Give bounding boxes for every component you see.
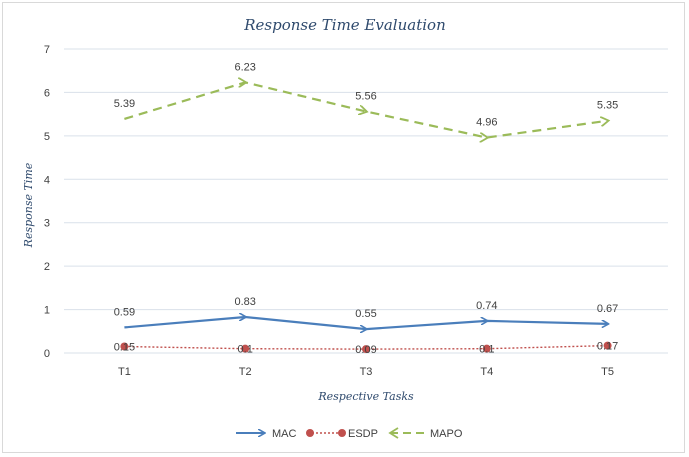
legend-item-mapo: MAPO [388,427,463,440]
data-label-esdp: 0.1 [238,344,253,356]
x-tick-label: T2 [239,366,252,378]
y-tick-label: 5 [44,131,50,143]
x-tick-label: T1 [118,366,131,378]
data-label-esdp: 0.17 [597,341,618,353]
x-tick-label: T4 [480,366,493,378]
data-label-mac: 0.59 [114,306,135,318]
legend-swatch-esdp-marker [338,429,346,437]
x-axis-ticks: T1 T2 T3 T4 T5 [118,366,614,378]
data-label-mapo: 4.96 [476,117,497,129]
x-axis-label: Respective Tasks [317,390,414,403]
x-tick-label: T3 [360,366,373,378]
legend-item-mac: MAC [236,428,297,440]
data-label-mapo: 5.35 [597,100,618,112]
y-axis-ticks: 0 1 2 3 4 5 6 7 [44,44,50,360]
data-label-esdp: 0.09 [355,344,376,356]
data-point-esdp [482,344,491,353]
legend-label-mapo: MAPO [430,428,463,440]
y-tick-label: 3 [44,218,50,230]
data-label-mapo: 5.39 [114,98,135,110]
data-label-mapo: 5.56 [355,91,376,103]
series-line-mac [124,317,607,329]
y-axis-label: Response Time [22,162,35,248]
data-point-esdp [362,345,370,354]
data-label-mapo: 6.23 [234,61,255,73]
data-label-esdp: 0.15 [114,341,135,353]
chart-frame [2,2,685,453]
y-tick-label: 1 [44,305,50,317]
data-label-mac: 0.83 [234,296,255,308]
legend-item-esdp: ESDP [306,428,378,440]
data-labels: 0.59 0.83 0.55 0.74 0.67 0.15 0.1 0.09 0.1 0.17 5.… [114,61,619,356]
y-tick-label: 6 [44,87,50,99]
data-point-esdp [120,342,129,351]
data-label-mac: 0.55 [355,308,376,320]
data-label-mac: 0.74 [476,300,497,312]
chart-title: Response Time Evaluation [243,16,445,34]
y-tick-label: 7 [44,44,50,56]
legend-label-esdp: ESDP [348,428,378,440]
series-esdp [120,341,612,354]
y-tick-label: 0 [44,348,50,360]
legend: MAC ESDP MAPO [236,427,463,440]
series-group [120,82,612,354]
y-tick-label: 2 [44,261,50,273]
x-tick-label: T5 [601,366,614,378]
data-label-esdp: 0.1 [479,344,494,356]
data-point-esdp [603,341,612,350]
y-tick-label: 4 [44,174,50,186]
legend-label-mac: MAC [272,428,297,440]
data-label-mac: 0.67 [597,303,618,315]
series-mac [124,317,607,329]
legend-swatch-esdp-marker [306,429,314,437]
data-point-esdp [241,344,250,353]
